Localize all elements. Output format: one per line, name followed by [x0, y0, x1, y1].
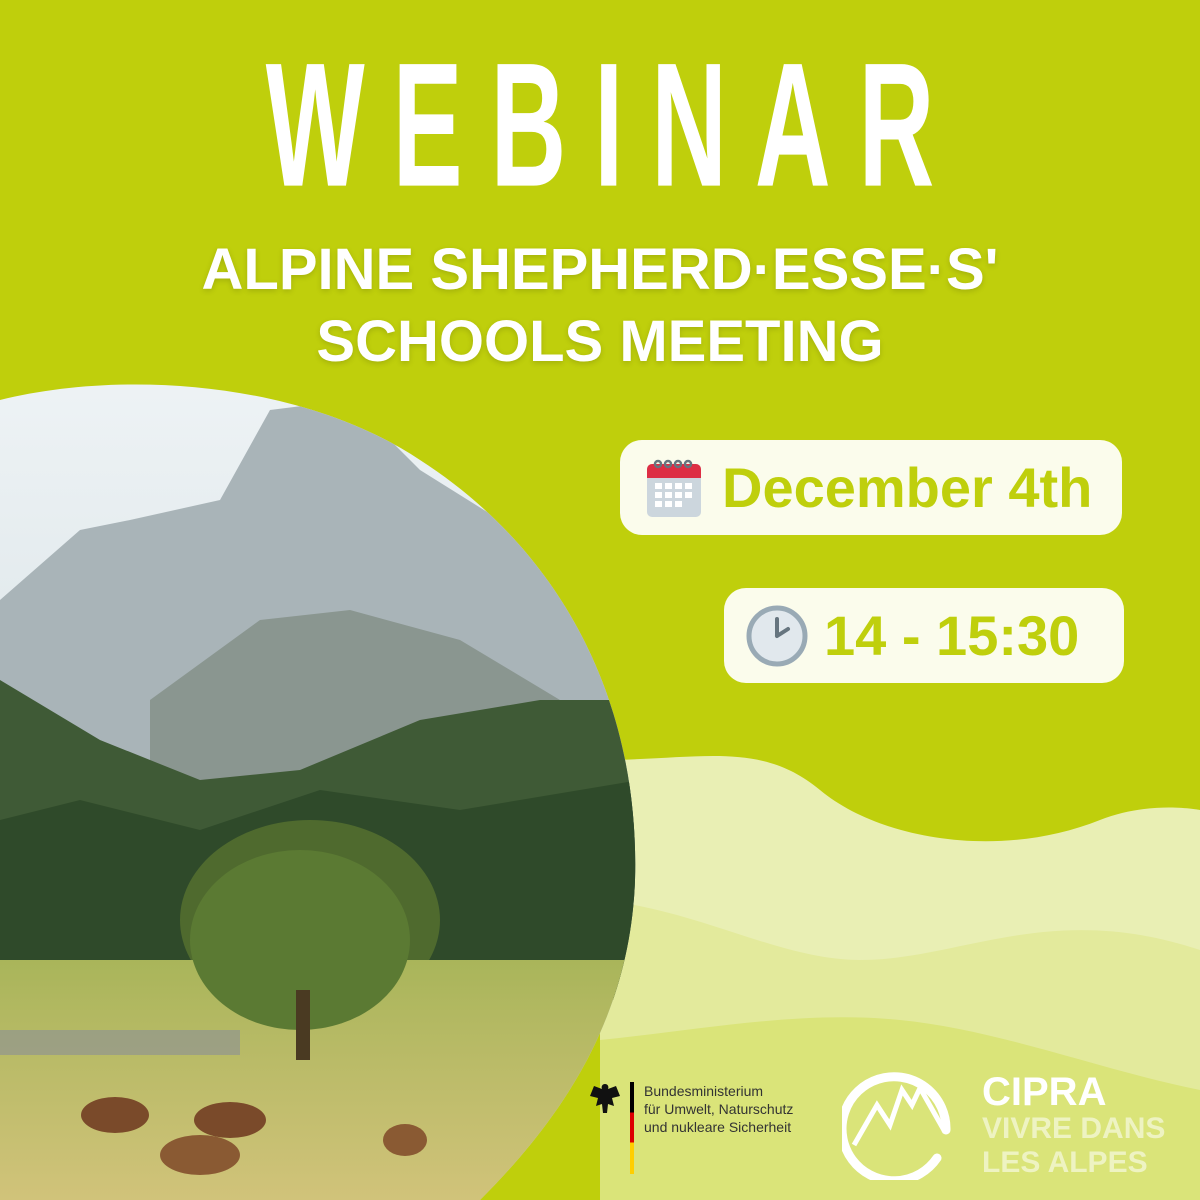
calendar-icon: [647, 459, 701, 517]
ministry-line-2: für Umwelt, Naturschutz: [644, 1101, 794, 1117]
time-text: 14 - 15:30: [824, 604, 1080, 667]
webinar-title: WEBINAR: [265, 26, 963, 225]
cipra-wordmark: CIPRA VIVRE DANS LES ALPES: [982, 1072, 1165, 1180]
cipra-mountain-logo: [842, 1072, 951, 1180]
subtitle-line-1: ALPINE SHEPHERD·ESSE·S': [201, 237, 999, 302]
event-subtitle: ALPINE SHEPHERD·ESSE·S' SCHOOLS MEETING: [0, 234, 1200, 378]
ministry-line-3: und nukleare Sicherheit: [644, 1119, 792, 1135]
subtitle-line-2: SCHOOLS MEETING: [316, 309, 884, 374]
date-text: December 4th: [722, 456, 1093, 519]
ministry-line-1: Bundesministerium: [644, 1083, 764, 1099]
date-badge: December 4th: [620, 440, 1122, 535]
cipra-name: CIPRA: [982, 1070, 1107, 1114]
cipra-tagline-2: LES ALPES: [982, 1146, 1148, 1179]
clock-icon: [746, 605, 808, 666]
eagle-icon: [590, 1084, 620, 1113]
cipra-tagline-1: VIVRE DANS: [982, 1112, 1166, 1145]
ministry-logo: Bundesministerium für Umwelt, Naturschut…: [588, 1082, 793, 1174]
time-badge: 14 - 15:30: [724, 588, 1124, 683]
flag-bar: [630, 1082, 634, 1174]
